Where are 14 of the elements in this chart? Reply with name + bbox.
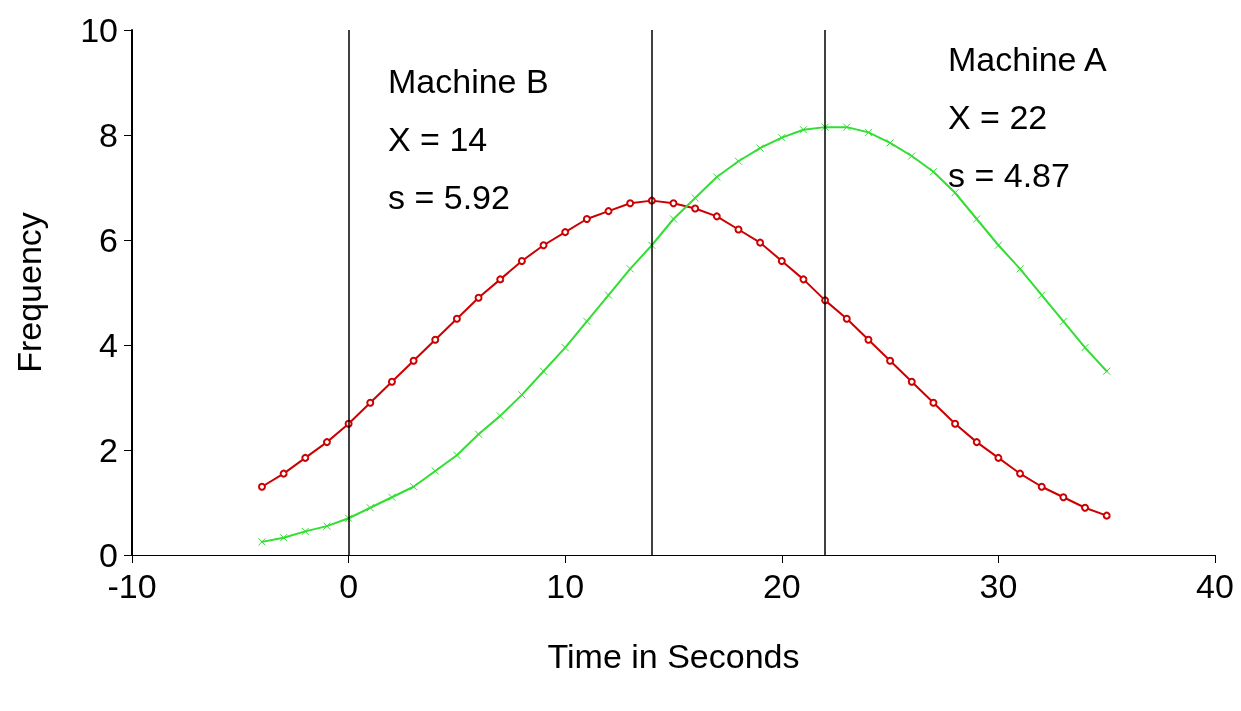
x-tick-label: 40 xyxy=(1196,567,1234,605)
x-tick-label: 0 xyxy=(339,567,359,605)
y-tick-label: 4 xyxy=(99,326,118,364)
x-axis-title: Time in Seconds xyxy=(547,637,800,675)
annotation: Machine A X = 22 s = 4.87 xyxy=(948,40,1108,194)
y-tick-label: 10 xyxy=(80,11,118,49)
x-tick-label: 30 xyxy=(979,567,1018,605)
y-axis-title: Frequency xyxy=(10,212,48,373)
x-tick-label: 10 xyxy=(546,567,585,605)
x-tick-label: 20 xyxy=(762,567,801,605)
annotation: Machine B X = 14 s = 5.92 xyxy=(388,62,549,216)
y-tick-label: 2 xyxy=(99,431,118,469)
y-tick-label: 6 xyxy=(99,221,118,259)
y-tick-label: 8 xyxy=(99,116,118,154)
